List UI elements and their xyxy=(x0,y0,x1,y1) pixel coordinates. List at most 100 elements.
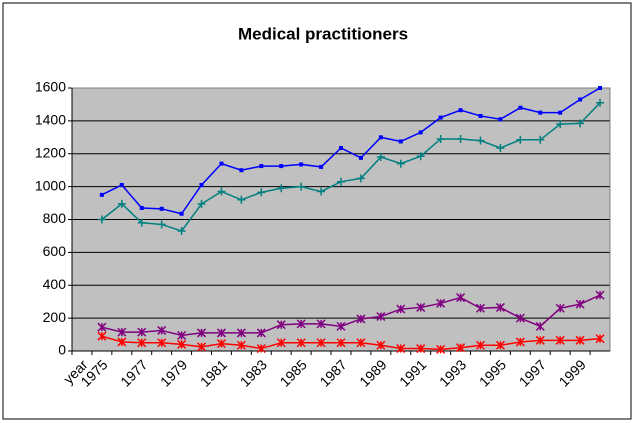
point-marker xyxy=(376,311,386,322)
point-marker xyxy=(299,162,304,167)
point-marker xyxy=(515,313,525,323)
point-marker xyxy=(217,187,226,196)
point-marker xyxy=(117,327,127,337)
point-marker xyxy=(498,117,503,122)
point-marker xyxy=(555,335,565,345)
point-marker xyxy=(237,195,246,204)
y-tick-label: 200 xyxy=(43,309,67,325)
point-marker xyxy=(458,108,463,113)
point-marker xyxy=(157,325,167,335)
point-marker xyxy=(139,205,144,210)
point-marker xyxy=(596,98,605,107)
y-tick-label: 800 xyxy=(43,210,67,226)
series-line xyxy=(101,102,601,232)
point-marker xyxy=(495,302,505,312)
point-marker xyxy=(239,168,244,173)
series-line xyxy=(101,294,601,337)
point-marker xyxy=(456,343,466,353)
point-marker xyxy=(177,339,187,349)
point-marker xyxy=(99,192,104,197)
series xyxy=(97,331,605,354)
point-marker xyxy=(475,303,486,313)
point-marker xyxy=(416,152,425,161)
point-marker xyxy=(117,337,127,347)
y-tick-label: 1000 xyxy=(35,177,66,193)
point-marker xyxy=(396,304,406,314)
point-marker xyxy=(456,293,466,303)
point-marker xyxy=(536,135,545,144)
point-marker xyxy=(117,199,126,208)
point-marker xyxy=(159,206,164,211)
point-marker xyxy=(456,134,465,143)
point-marker xyxy=(376,153,385,162)
point-marker xyxy=(515,337,525,347)
point-marker xyxy=(475,340,486,350)
point-marker xyxy=(216,339,226,349)
point-marker xyxy=(137,327,147,337)
y-tick-label: 1400 xyxy=(35,112,66,128)
point-marker xyxy=(339,145,343,150)
point-marker xyxy=(396,344,406,354)
point-marker xyxy=(199,182,204,187)
y-tick-label: 1200 xyxy=(35,144,66,160)
point-marker xyxy=(97,215,106,224)
point-marker xyxy=(558,110,563,115)
point-marker xyxy=(177,330,187,340)
point-marker xyxy=(598,86,603,90)
point-marker xyxy=(356,174,365,183)
point-marker xyxy=(316,319,326,329)
series-line xyxy=(101,335,601,351)
point-marker xyxy=(297,182,306,191)
point-marker xyxy=(276,338,286,348)
point-marker xyxy=(575,335,585,345)
point-marker xyxy=(436,344,446,354)
y-tick-label: 1600 xyxy=(35,79,66,95)
point-marker xyxy=(535,321,545,331)
point-marker xyxy=(259,164,264,169)
point-marker xyxy=(196,342,207,352)
point-marker xyxy=(157,338,167,348)
point-marker xyxy=(236,328,246,338)
series xyxy=(97,98,605,236)
point-marker xyxy=(197,199,206,208)
point-marker xyxy=(296,338,306,348)
point-marker xyxy=(279,164,284,169)
point-marker xyxy=(538,110,543,115)
point-marker xyxy=(418,130,423,135)
point-marker xyxy=(535,335,545,345)
point-marker xyxy=(337,177,345,186)
point-marker xyxy=(376,340,386,350)
point-marker xyxy=(595,334,605,344)
point-marker xyxy=(296,319,306,329)
series xyxy=(97,290,605,340)
point-marker xyxy=(476,136,485,145)
point-marker xyxy=(319,164,324,169)
point-marker xyxy=(257,188,266,197)
point-marker xyxy=(177,227,186,236)
point-marker xyxy=(438,115,443,120)
point-marker xyxy=(575,299,585,309)
point-marker xyxy=(436,134,445,143)
point-marker xyxy=(256,344,266,354)
point-marker xyxy=(518,105,523,110)
point-marker xyxy=(137,218,146,227)
series-line xyxy=(101,87,601,215)
y-tick-label: 600 xyxy=(43,243,67,259)
point-marker xyxy=(97,331,107,341)
point-marker xyxy=(516,135,525,144)
point-marker xyxy=(396,159,405,168)
point-marker xyxy=(595,290,605,300)
point-marker xyxy=(336,321,346,331)
point-marker xyxy=(555,303,565,313)
point-marker xyxy=(256,328,266,338)
point-marker xyxy=(277,184,286,193)
point-marker xyxy=(356,338,366,348)
point-marker xyxy=(478,113,483,118)
point-marker xyxy=(216,328,226,338)
point-marker xyxy=(416,302,426,312)
point-marker xyxy=(398,139,403,144)
point-marker xyxy=(157,220,166,229)
series xyxy=(99,86,603,216)
point-marker xyxy=(219,161,224,166)
